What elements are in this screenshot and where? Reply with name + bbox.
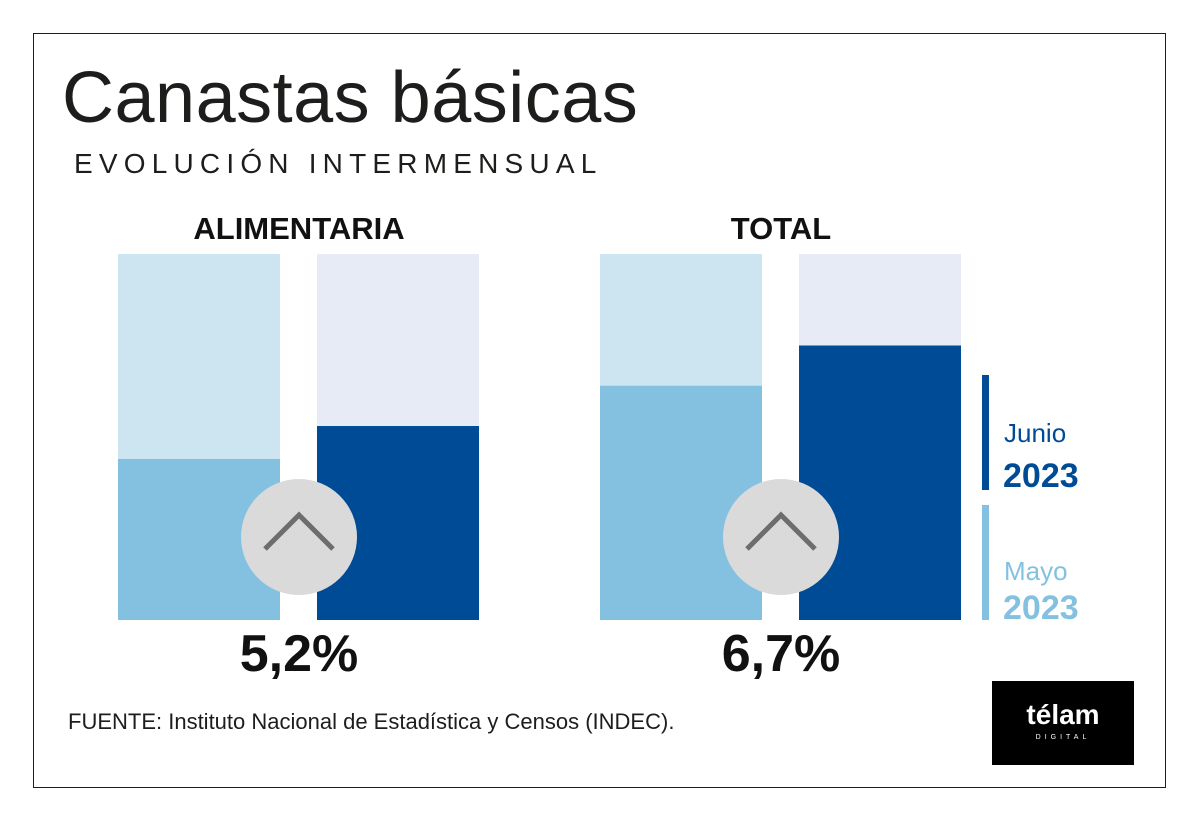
logo-wordmark: télam bbox=[1026, 699, 1100, 730]
indicator-circle-total bbox=[723, 479, 839, 595]
legend-month-junio: Junio bbox=[1004, 418, 1067, 448]
panel-label-alimentaria: ALIMENTARIA bbox=[193, 211, 405, 246]
legend-year-junio: 2023 bbox=[1003, 457, 1079, 495]
legend-swatch-junio bbox=[982, 375, 989, 490]
legend-swatch-mayo bbox=[982, 505, 989, 620]
infographic-frame bbox=[33, 33, 1166, 788]
source-note: FUENTE: Instituto Nacional de Estadístic… bbox=[68, 709, 675, 734]
up-arrow-icon bbox=[745, 511, 817, 551]
panel-label-total: TOTAL bbox=[730, 211, 832, 246]
legend-year-mayo: 2023 bbox=[1003, 589, 1079, 627]
telam-logo: télam DIGITAL bbox=[992, 681, 1134, 765]
bar-total-junio bbox=[799, 345, 961, 620]
indicator-circle-alimentaria bbox=[241, 479, 357, 595]
up-arrow-icon bbox=[263, 511, 335, 551]
legend-month-mayo: Mayo bbox=[1004, 556, 1068, 586]
logo-subtitle: DIGITAL bbox=[1035, 734, 1091, 741]
change-value-total: 6,7% bbox=[721, 625, 841, 683]
change-value-alimentaria: 5,2% bbox=[239, 625, 359, 683]
chart-subtitle: EVOLUCIÓN INTERMENSUAL bbox=[74, 148, 603, 179]
chart-title: Canastas básicas bbox=[62, 58, 639, 138]
